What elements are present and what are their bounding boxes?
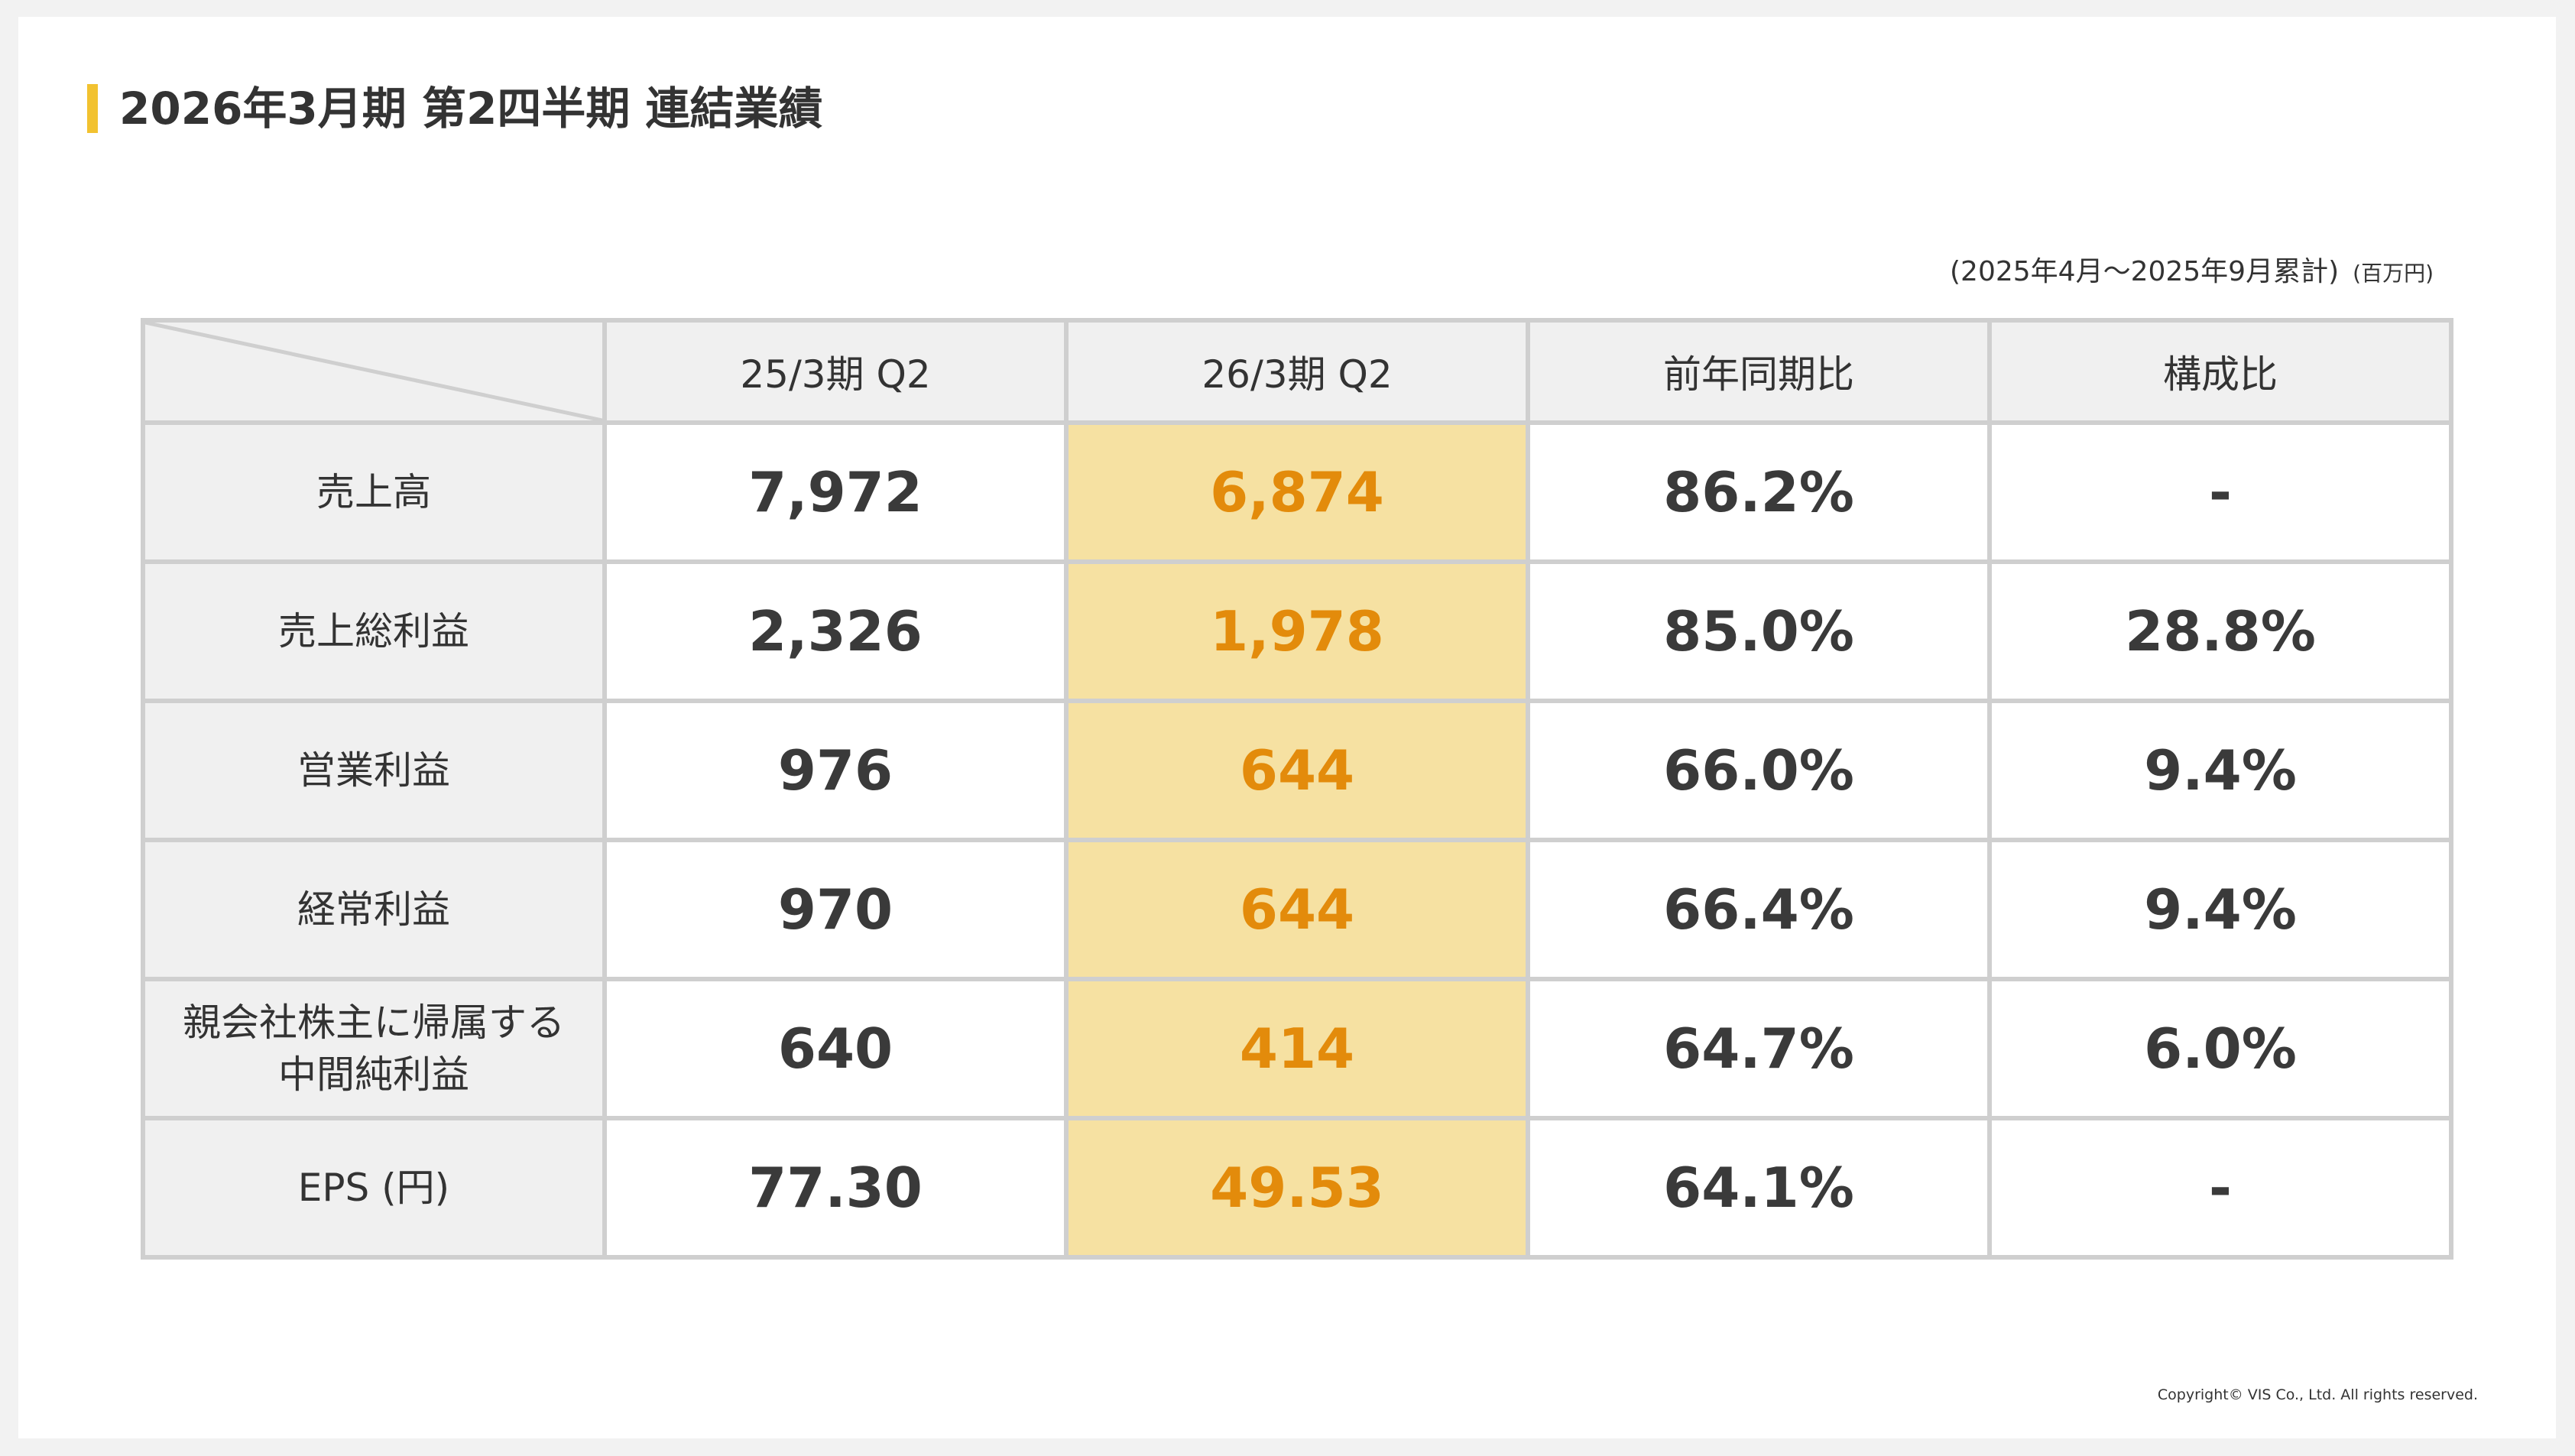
corner-cell <box>141 318 607 425</box>
value-prev-q2: 77.30 <box>602 1116 1069 1260</box>
value-curr-q2: 644 <box>1064 699 1530 842</box>
value-curr-q2: 644 <box>1064 838 1530 981</box>
column-header-yoy: 前年同期比 <box>1526 318 1992 425</box>
value-composition: 9.4% <box>1987 838 2453 981</box>
row-label-line2: 中間純利益 <box>278 1052 469 1097</box>
value-yoy: 85.0% <box>1526 559 1992 703</box>
table-row-eps: EPS (円) 77.30 49.53 64.1% - <box>141 1116 2453 1260</box>
value-composition: - <box>1987 420 2453 564</box>
page-title: 2026年3月期 第2四半期 連結業績 <box>119 83 823 135</box>
value-yoy: 86.2% <box>1526 420 1992 564</box>
column-header-composition: 構成比 <box>1987 318 2453 425</box>
row-label: 経常利益 <box>141 838 607 981</box>
row-label-line1: 親会社株主に帰属する <box>183 1000 565 1045</box>
table-row-ordinary-profit: 経常利益 970 644 66.4% 9.4% <box>141 838 2453 981</box>
table-row-operating-profit: 営業利益 976 644 66.0% 9.4% <box>141 699 2453 842</box>
value-prev-q2: 7,972 <box>602 420 1069 564</box>
value-composition: - <box>1987 1116 2453 1260</box>
diagonal-line-icon <box>145 323 602 420</box>
table-row-net-sales: 売上高 7,972 6,874 86.2% - <box>141 420 2453 564</box>
column-header-curr-q2: 26/3期 Q2 <box>1064 318 1530 425</box>
column-header-prev-q2: 25/3期 Q2 <box>602 318 1069 425</box>
period-text: (2025年4月〜2025年9月累計) <box>1950 256 2340 287</box>
value-prev-q2: 640 <box>602 977 1069 1120</box>
value-yoy: 64.1% <box>1526 1116 1992 1260</box>
value-yoy: 66.0% <box>1526 699 1992 842</box>
value-prev-q2: 970 <box>602 838 1069 981</box>
slide: 2026年3月期 第2四半期 連結業績 (2025年4月〜2025年9月累計)(… <box>18 17 2556 1438</box>
row-label: 売上高 <box>141 420 607 564</box>
header-row: 25/3期 Q2 26/3期 Q2 前年同期比 構成比 <box>141 318 2453 425</box>
value-composition: 6.0% <box>1987 977 2453 1120</box>
row-label: 営業利益 <box>141 699 607 842</box>
value-yoy: 66.4% <box>1526 838 1992 981</box>
value-curr-q2: 1,978 <box>1064 559 1530 703</box>
value-curr-q2: 6,874 <box>1064 420 1530 564</box>
copyright-notice: Copyright© VIS Co., Ltd. All rights rese… <box>2157 1386 2478 1403</box>
value-prev-q2: 976 <box>602 699 1069 842</box>
row-label: EPS (円) <box>141 1116 607 1260</box>
unit-text: (百万円) <box>2353 261 2434 286</box>
row-label: 売上総利益 <box>141 559 607 703</box>
value-curr-q2: 49.53 <box>1064 1116 1530 1260</box>
value-composition: 28.8% <box>1987 559 2453 703</box>
results-table: 25/3期 Q2 26/3期 Q2 前年同期比 構成比 売上高 7,972 6,… <box>141 318 2453 1260</box>
title-accent-bar <box>87 84 98 133</box>
value-prev-q2: 2,326 <box>602 559 1069 703</box>
value-curr-q2: 414 <box>1064 977 1530 1120</box>
row-label: 親会社株主に帰属する 中間純利益 <box>141 977 607 1120</box>
value-yoy: 64.7% <box>1526 977 1992 1120</box>
value-composition: 9.4% <box>1987 699 2453 842</box>
period-note: (2025年4月〜2025年9月累計) (百万円) <box>1950 249 2434 289</box>
table-row-net-income: 親会社株主に帰属する 中間純利益 640 414 64.7% 6.0% <box>141 977 2453 1120</box>
table-row-gross-profit: 売上総利益 2,326 1,978 85.0% 28.8% <box>141 559 2453 703</box>
